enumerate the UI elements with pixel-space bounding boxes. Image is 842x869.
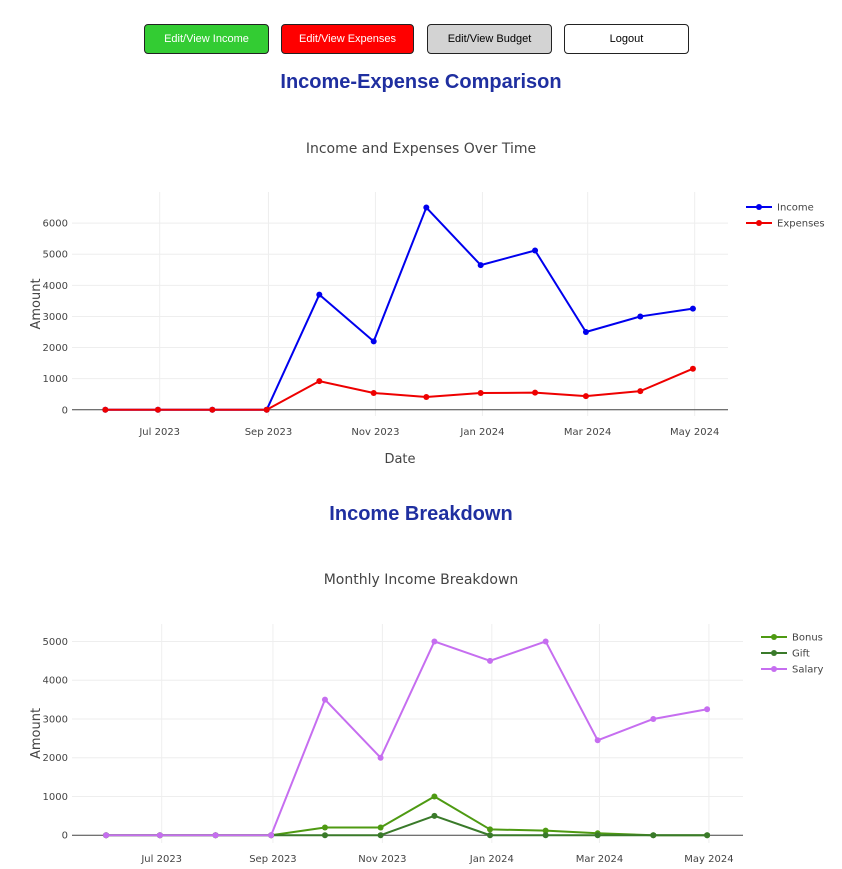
x-tick-label: May 2024 [670, 427, 719, 438]
y-tick-label: 4000 [43, 281, 68, 292]
comparison-section-title: Income-Expense Comparison [280, 71, 562, 93]
logout-button[interactable]: Logout [564, 24, 689, 54]
expenses-data-point [316, 378, 323, 385]
gift-data-point [487, 832, 494, 839]
salary-data-point [487, 657, 494, 664]
salary-data-point [377, 754, 384, 761]
bonus-data-point [431, 793, 438, 800]
expenses-data-point [477, 389, 484, 396]
legend-marker-gift [771, 650, 777, 656]
income-data-point [477, 262, 484, 269]
legend-marker-salary [771, 666, 777, 672]
gift-data-point [650, 832, 657, 839]
x-tick-label: Jan 2024 [469, 854, 514, 865]
income-expenses-chart: Income and Expenses Over Time Jul 2023 Sep… [29, 141, 825, 467]
expenses-data-point [582, 393, 589, 400]
x-tick-label: Mar 2024 [564, 427, 612, 438]
expenses-data-point [370, 389, 377, 396]
salary-data-point [212, 832, 219, 839]
x-tick-label: Sep 2023 [245, 427, 292, 438]
y-tick-label: 5000 [43, 637, 68, 648]
legend-label-salary: Salary [792, 665, 823, 676]
expenses-data-point [263, 406, 270, 413]
legend-label-bonus: Bonus [792, 633, 823, 644]
gift-data-point [321, 832, 328, 839]
income-data-point [423, 204, 430, 211]
y-tick-label: 4000 [43, 676, 68, 687]
x-tick-label: Nov 2023 [351, 427, 399, 438]
legend-label-expenses: Expenses [777, 219, 825, 230]
income-data-point [532, 247, 539, 254]
expenses-data-point [689, 365, 696, 372]
expenses-data-point [423, 394, 430, 401]
bonus-data-point [487, 826, 494, 833]
income-data-point [689, 305, 696, 312]
y-tick-label: 1000 [43, 374, 68, 385]
gift-data-point [594, 832, 601, 839]
x-tick-label: Sep 2023 [249, 854, 296, 865]
legend-marker-income [756, 204, 762, 210]
income-series-line [105, 206, 694, 411]
expenses-series-line [105, 367, 694, 411]
y-tick-label: 2000 [43, 343, 68, 354]
y-tick-label: 0 [62, 831, 68, 842]
legend-label-income: Income [777, 203, 814, 214]
x-tick-label: May 2024 [684, 854, 733, 865]
income-data-point [316, 291, 323, 298]
y-tick-label: 2000 [43, 753, 68, 764]
y-axis-label: Amount [29, 278, 44, 329]
salary-data-point [103, 832, 110, 839]
gift-data-point [704, 832, 711, 839]
x-tick-label: Nov 2023 [358, 854, 406, 865]
expenses-data-point [209, 406, 216, 413]
chart-title: Income and Expenses Over Time [306, 141, 536, 157]
salary-data-point [156, 832, 163, 839]
x-tick-label: Jul 2023 [138, 427, 180, 438]
edit-view-budget-button[interactable]: Edit/View Budget [427, 24, 552, 54]
legend-marker-bonus [771, 634, 777, 640]
x-axis-label: Date [384, 452, 415, 467]
income-data-point [370, 338, 377, 345]
x-tick-label: Jul 2023 [140, 854, 182, 865]
gift-data-point [377, 832, 384, 839]
bonus-series-line [106, 795, 708, 837]
income-data-point [582, 329, 589, 335]
y-tick-label: 5000 [43, 250, 68, 261]
salary-data-point [321, 696, 328, 703]
legend-marker-expenses [756, 220, 762, 226]
y-tick-label: 3000 [43, 312, 68, 323]
y-tick-label: 0 [62, 405, 68, 416]
bonus-data-point [321, 824, 328, 831]
edit-view-income-button[interactable]: Edit/View Income [144, 24, 269, 54]
chart-title: Monthly Income Breakdown [324, 572, 519, 588]
expenses-data-point [102, 406, 109, 413]
y-tick-label: 1000 [43, 792, 68, 803]
breakdown-section-title: Income Breakdown [329, 503, 513, 525]
legend-label-gift: Gift [792, 649, 810, 660]
y-tick-label: 3000 [43, 714, 68, 725]
expenses-data-point [532, 389, 539, 396]
bonus-data-point [542, 827, 549, 834]
salary-data-point [431, 638, 438, 645]
y-axis-label: Amount [29, 708, 44, 759]
income-breakdown-chart: Monthly Income Breakdown Jul 2023 Sep 2023… [29, 572, 823, 865]
bonus-data-point [377, 824, 384, 831]
salary-data-point [594, 737, 601, 744]
edit-view-expenses-button[interactable]: Edit/View Expenses [281, 24, 414, 54]
gift-data-point [431, 812, 438, 819]
income-data-point [637, 313, 644, 320]
salary-series-line [106, 640, 708, 837]
gift-series-line [106, 814, 708, 837]
expenses-data-point [637, 388, 644, 395]
x-tick-label: Jan 2024 [459, 427, 504, 438]
salary-data-point [704, 706, 711, 713]
salary-data-point [650, 715, 657, 722]
salary-data-point [542, 638, 549, 645]
y-tick-label: 6000 [43, 219, 68, 230]
expenses-data-point [154, 406, 161, 413]
gift-data-point [542, 832, 549, 839]
x-tick-label: Mar 2024 [576, 854, 624, 865]
salary-data-point [268, 832, 275, 839]
